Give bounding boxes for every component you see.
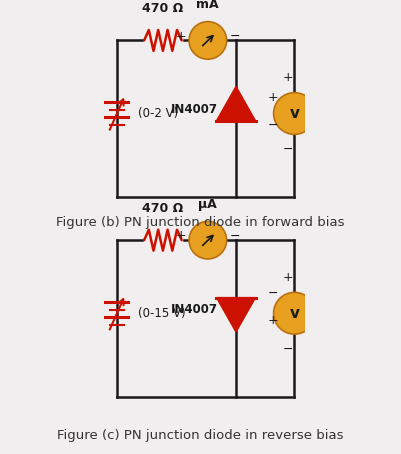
Text: 470 Ω: 470 Ω <box>142 2 184 15</box>
Text: +: + <box>283 271 294 284</box>
Text: v: v <box>290 306 300 321</box>
Text: −: − <box>283 342 294 355</box>
Text: −: − <box>283 143 294 156</box>
Text: −: − <box>267 287 278 300</box>
Text: Figure (c) PN junction diode in reverse bias: Figure (c) PN junction diode in reverse … <box>57 429 344 442</box>
Text: (0-15 V): (0-15 V) <box>138 307 186 320</box>
Polygon shape <box>217 86 255 121</box>
Text: +: + <box>175 229 186 242</box>
Text: μA: μA <box>198 198 217 211</box>
Text: +: + <box>267 91 278 104</box>
Text: −: − <box>230 229 240 242</box>
Text: +: + <box>175 30 186 43</box>
Circle shape <box>189 22 227 59</box>
Circle shape <box>273 93 315 134</box>
Text: IN4007: IN4007 <box>171 302 218 316</box>
Text: IN4007: IN4007 <box>171 103 218 116</box>
Text: −: − <box>230 30 240 43</box>
Text: +: + <box>267 314 278 327</box>
Text: v: v <box>290 106 300 121</box>
Circle shape <box>189 222 227 259</box>
Text: +: + <box>283 71 294 84</box>
Text: 470 Ω: 470 Ω <box>142 202 184 215</box>
Polygon shape <box>217 298 255 332</box>
Circle shape <box>273 292 315 334</box>
Text: (0-2 V): (0-2 V) <box>138 107 178 120</box>
Text: −: − <box>267 118 278 132</box>
Text: mA: mA <box>196 0 219 11</box>
Text: Figure (b) PN junction diode in forward bias: Figure (b) PN junction diode in forward … <box>56 216 345 229</box>
